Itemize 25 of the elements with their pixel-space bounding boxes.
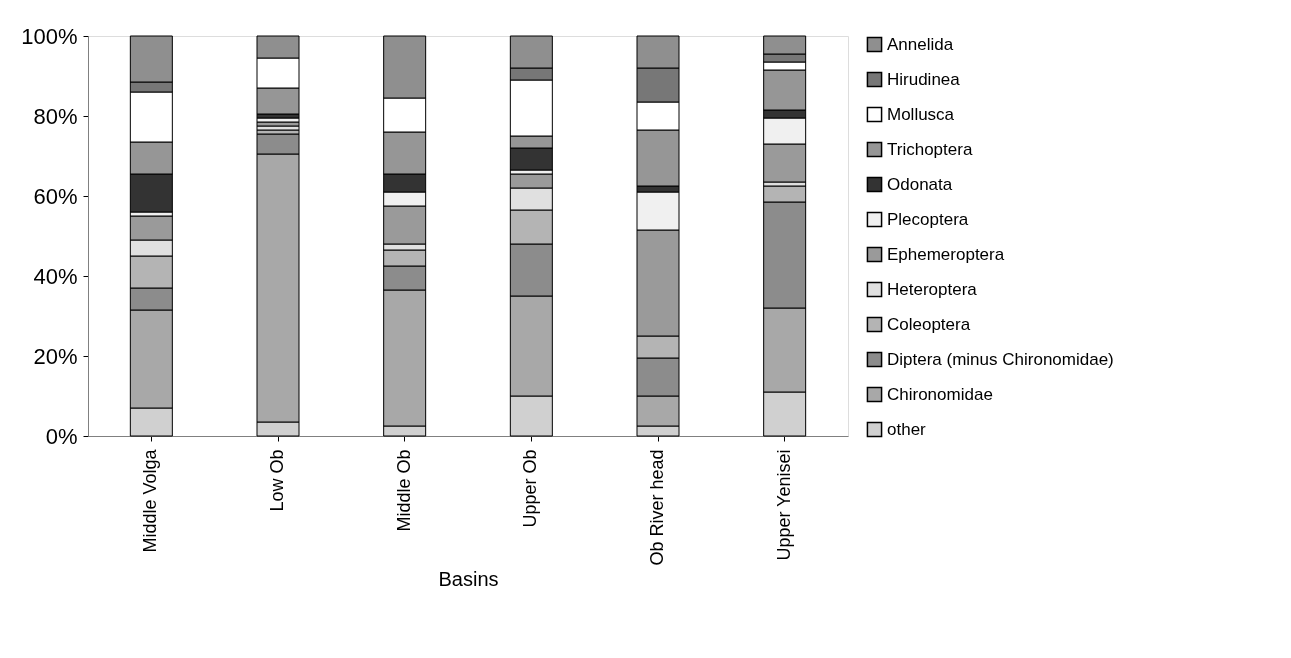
legend-label: Mollusca (887, 104, 955, 124)
legend-label: other (887, 419, 927, 439)
legend-label: Chironomidae (887, 384, 993, 404)
legend-label: Trichoptera (887, 139, 973, 159)
legend-label: Heteroptera (887, 279, 978, 299)
y-tick-label: 40% (33, 263, 78, 289)
y-tick-label: 60% (33, 183, 78, 209)
legend-label: Plecoptera (887, 209, 969, 229)
x-tick-label: Upper Yenisei (773, 449, 794, 561)
x-tick-label: Upper Ob (520, 449, 541, 528)
x-tick-label: Middle Ob (393, 449, 414, 532)
legend-label: Annelida (887, 34, 954, 54)
legend-label: Coleoptera (887, 314, 971, 334)
x-tick-label: Middle Volga (140, 448, 161, 553)
y-tick-label: 0% (45, 423, 78, 449)
x-tick-label: Low Ob (267, 449, 287, 512)
x-tick-label: Ob River head (647, 449, 667, 566)
x-axis-title: Basins (438, 567, 499, 590)
y-tick-label: 100% (21, 23, 78, 49)
legend-label: Hirudinea (887, 69, 961, 89)
y-tick-label: 20% (33, 343, 78, 369)
legend-label: Ephemeroptera (887, 244, 1005, 264)
legend-label: Diptera (minus Chironomidae) (887, 349, 1114, 369)
legend-label: Odonata (887, 174, 953, 194)
y-tick-label: 80% (33, 103, 78, 129)
